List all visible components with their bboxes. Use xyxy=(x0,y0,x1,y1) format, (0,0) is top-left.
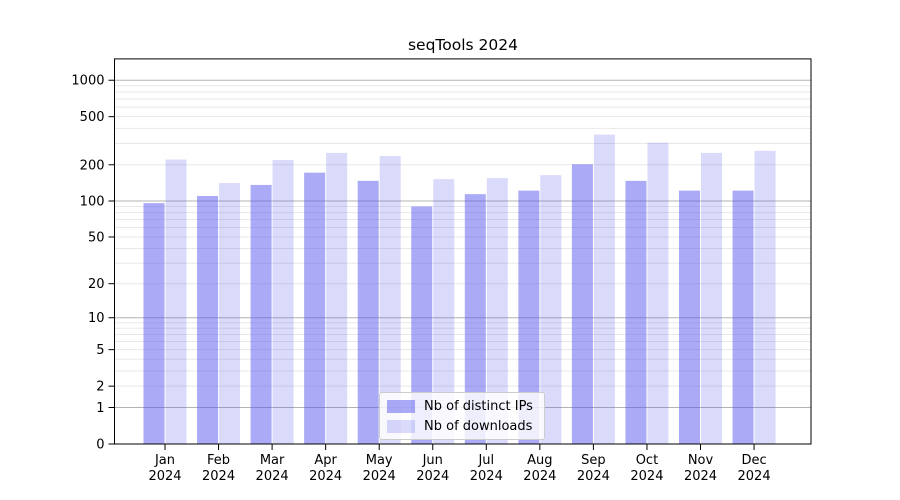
y-tick-label: 500 xyxy=(80,110,105,125)
bar-distinct-ips-nov xyxy=(679,190,700,444)
bar-downloads-sep xyxy=(593,134,615,445)
x-tick-label-month: Oct xyxy=(636,453,658,468)
y-tick-label: 200 xyxy=(80,158,105,173)
x-tick-label-year: 2024 xyxy=(309,469,342,484)
bar-distinct-ips-apr xyxy=(304,172,326,444)
y-tick-label: 1000 xyxy=(71,74,104,89)
bar-downloads-jun xyxy=(433,179,455,444)
x-tick-label-year: 2024 xyxy=(738,469,771,484)
bar-downloads-apr xyxy=(326,152,348,444)
bar-distinct-ips-sep xyxy=(571,164,593,444)
legend-swatch-downloads xyxy=(387,419,415,433)
x-tick-label-month: Jan xyxy=(154,453,175,468)
x-tick-label-year: 2024 xyxy=(256,469,289,484)
x-tick-label-year: 2024 xyxy=(148,469,181,484)
bar-downloads-jul xyxy=(486,178,508,444)
y-tick-label: 50 xyxy=(88,230,105,245)
bar-downloads-dec xyxy=(754,150,776,444)
x-tick-label-year: 2024 xyxy=(202,469,235,484)
x-tick-label-year: 2024 xyxy=(684,469,717,484)
legend: Nb of distinct IPs Nb of downloads xyxy=(379,392,545,440)
bar-distinct-ips-jul xyxy=(464,194,486,444)
plot-frame xyxy=(114,58,812,445)
legend-swatch-distinct-ips xyxy=(387,399,415,413)
bar-distinct-ips-jan xyxy=(143,203,165,444)
bar-downloads-aug xyxy=(540,175,562,444)
x-tick-label-month: Aug xyxy=(527,453,552,468)
y-tick-label: 5 xyxy=(96,343,104,358)
y-tick-label: 20 xyxy=(88,277,105,292)
bar-downloads-mar xyxy=(272,160,294,444)
bar-downloads-oct xyxy=(647,142,669,444)
x-tick-label-month: Mar xyxy=(260,453,285,468)
x-tick-label-month: May xyxy=(366,453,393,468)
bar-distinct-ips-mar xyxy=(250,184,272,444)
bar-downloads-jan xyxy=(165,159,187,444)
x-tick-label-year: 2024 xyxy=(363,469,396,484)
bar-distinct-ips-aug xyxy=(518,190,540,444)
bar-downloads-nov xyxy=(701,152,722,444)
x-tick-label-year: 2024 xyxy=(470,469,503,484)
y-tick-label: 2 xyxy=(96,380,104,395)
y-tick-label: 100 xyxy=(80,194,105,209)
bar-distinct-ips-feb xyxy=(197,196,219,444)
x-tick-label-month: Jul xyxy=(477,453,494,468)
x-tick-label-month: Apr xyxy=(314,453,337,468)
bar-distinct-ips-jun xyxy=(411,206,433,444)
x-tick-label-year: 2024 xyxy=(523,469,556,484)
y-tick-label: 10 xyxy=(88,311,105,326)
x-tick-label-year: 2024 xyxy=(577,469,610,484)
x-tick-label-month: Jun xyxy=(422,453,443,468)
legend-label-downloads: Nb of downloads xyxy=(424,418,533,434)
chart-title: seqTools 2024 xyxy=(407,36,518,54)
legend-item-downloads: Nb of downloads xyxy=(387,418,535,434)
x-tick-label-month: Dec xyxy=(741,453,766,468)
legend-item-distinct-ips: Nb of distinct IPs xyxy=(387,398,535,414)
bar-downloads-feb xyxy=(219,183,241,444)
bar-downloads-may xyxy=(379,156,401,444)
legend-label-distinct-ips: Nb of distinct IPs xyxy=(424,398,533,414)
bar-distinct-ips-dec xyxy=(732,190,754,444)
y-tick-label: 1 xyxy=(96,401,104,416)
x-tick-label-month: Sep xyxy=(581,453,606,468)
y-tick-label: 0 xyxy=(96,438,104,453)
bar-distinct-ips-may xyxy=(357,180,379,444)
bar-distinct-ips-oct xyxy=(625,180,647,444)
x-tick-label-month: Nov xyxy=(688,453,714,468)
x-tick-label-year: 2024 xyxy=(630,469,663,484)
x-tick-label-month: Feb xyxy=(207,453,230,468)
x-tick-label-year: 2024 xyxy=(416,469,449,484)
